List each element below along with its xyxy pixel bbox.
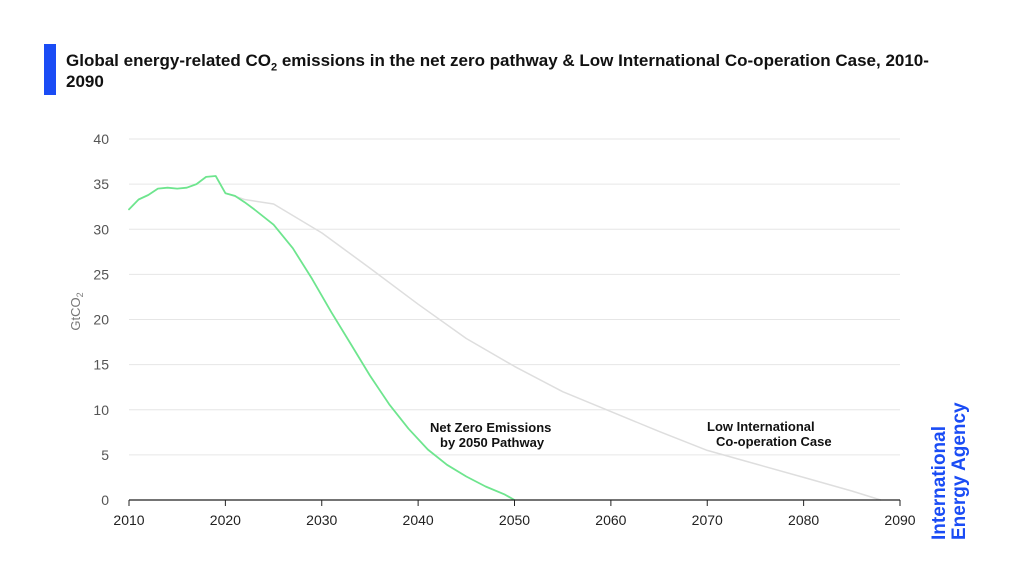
- x-tick-label: 2090: [884, 512, 915, 528]
- iea-logo: International Energy Agency: [929, 380, 1000, 540]
- y-tick-label: 40: [93, 131, 109, 147]
- y-tick-label: 5: [101, 447, 109, 463]
- x-tick-label: 2080: [788, 512, 819, 528]
- title-prefix: Global energy-related CO: [66, 51, 271, 70]
- y-tick-label: 10: [93, 402, 109, 418]
- chart-title: Global energy-related CO2 emissions in t…: [66, 50, 966, 92]
- y-tick-label: 35: [93, 176, 109, 192]
- y-tick-label: 15: [93, 357, 109, 373]
- label-net-zero: Net Zero Emissions: [430, 420, 551, 435]
- x-tick-label: 2040: [403, 512, 434, 528]
- y-axis-label-subscript: 2: [75, 292, 85, 297]
- gridlines: [129, 138, 900, 456]
- label-low-cooperation: Low International: [707, 419, 815, 434]
- axes: 0 5 10 15 20 25 30 35 40 2010 2020 2030 2040 2050 2060…: [68, 131, 916, 528]
- y-axis-label-main: GtCO: [68, 297, 83, 330]
- series-line-net-zero: [128, 175, 516, 501]
- series-layer: [128, 175, 882, 501]
- x-tick-label: 2070: [692, 512, 723, 528]
- y-tick-label: 20: [93, 312, 109, 328]
- title-suffix: emissions in the net zero pathway & Low …: [66, 51, 929, 91]
- x-tick-label: 2060: [595, 512, 626, 528]
- iea-logo-line1: International: [929, 425, 950, 540]
- iea-logo-text: International Energy Agency: [929, 380, 1000, 540]
- label-net-zero: by 2050 Pathway: [440, 435, 545, 450]
- iea-logo-line2: Energy Agency: [949, 402, 970, 540]
- y-tick-label: 0: [101, 492, 109, 508]
- x-tick-label: 2010: [113, 512, 144, 528]
- y-tick-label: 30: [93, 221, 109, 237]
- label-low-cooperation: Co-operation Case: [716, 434, 832, 449]
- title-subscript: 2: [271, 61, 278, 74]
- title-accent-bar: [44, 44, 56, 95]
- series-line-low-cooperation: [224, 192, 882, 501]
- x-tick-label: 2020: [210, 512, 241, 528]
- x-tick-label: 2030: [306, 512, 337, 528]
- y-axis-label: GtCO2: [68, 292, 85, 330]
- x-tick-label: 2050: [499, 512, 530, 528]
- y-tick-label: 25: [93, 266, 109, 282]
